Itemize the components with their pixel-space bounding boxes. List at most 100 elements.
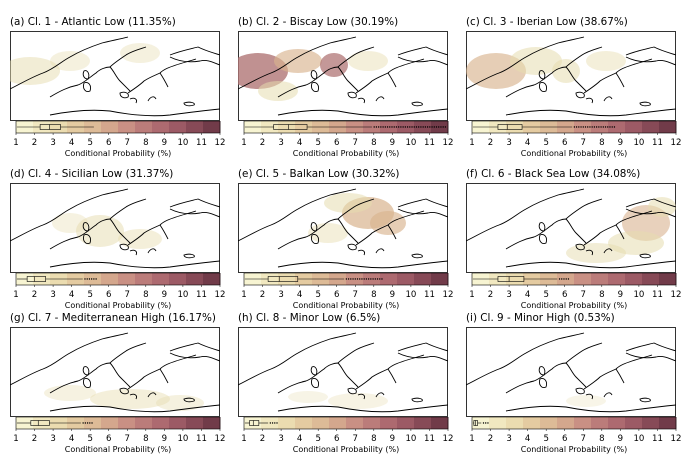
coastline	[397, 56, 448, 66]
island-outline	[539, 234, 547, 244]
colorbar-segment	[380, 121, 398, 133]
island-outline	[538, 222, 546, 232]
coastline	[109, 342, 147, 364]
boxplot-outlier	[386, 126, 389, 128]
colorbar-tick-label: 1	[13, 290, 18, 300]
colorbar-segment	[363, 273, 381, 285]
boxplot-outlier	[435, 126, 438, 128]
boxplot-outlier	[575, 126, 578, 128]
coastline	[277, 362, 359, 394]
coastline	[49, 260, 220, 269]
coastline	[565, 342, 603, 364]
probability-field	[10, 57, 60, 85]
boxplot-outlier	[356, 278, 359, 280]
colorbar-segment	[380, 417, 398, 429]
boxplot-outlier	[591, 126, 593, 128]
colorbar-tick-label: 4	[525, 434, 530, 444]
boxplot-outlier	[598, 126, 600, 128]
boxplot-outlier	[86, 422, 89, 424]
colorbar-segment	[557, 417, 575, 429]
colorbar-tick-label: 9	[618, 434, 623, 444]
boxplot-outlier	[393, 126, 395, 128]
colorbar-tick-label: 6	[106, 290, 111, 300]
colorbar-tick-label: 4	[525, 290, 530, 300]
colorbar-segment	[574, 417, 592, 429]
coastline	[109, 198, 147, 220]
coastline	[397, 352, 448, 362]
colorbar-tick-label: 5	[315, 138, 320, 148]
boxplot-outlier	[82, 422, 84, 424]
boxplot-outlier	[95, 278, 97, 280]
coastline	[277, 66, 359, 98]
boxplot-outlier	[359, 278, 361, 280]
coastline	[49, 66, 131, 98]
colorbar-tick-label: 5	[543, 290, 548, 300]
boxplot-outlier	[424, 126, 427, 128]
colorbar-segment	[414, 273, 432, 285]
boxplot-outlier	[90, 278, 93, 280]
island-outline	[119, 243, 129, 251]
boxplot-outlier	[415, 126, 418, 128]
colorbar-segment	[169, 273, 187, 285]
colorbar-tick-label: 9	[390, 138, 395, 148]
coastline	[277, 108, 448, 117]
coastline	[109, 46, 147, 68]
boxplot-box	[497, 276, 525, 282]
colorbar-segment	[135, 273, 153, 285]
colorbar-segment	[625, 273, 643, 285]
colorbar-tick-label: 2	[260, 434, 265, 444]
coastline	[397, 46, 448, 56]
colorbar-tick-label: 4	[69, 138, 74, 148]
colorbar-tick-label: 5	[87, 138, 92, 148]
boxplot-outlier	[595, 126, 598, 128]
colorbar-black-sea-low: 1 2 3 4 5 6 7 8 9 10 11 12	[469, 273, 681, 300]
island-outline	[82, 70, 90, 80]
coastline	[387, 368, 397, 384]
probability-field	[308, 223, 348, 243]
boxplot-outlier	[433, 126, 435, 128]
coastline	[505, 108, 676, 117]
colorbar-tick-label: 12	[671, 138, 682, 148]
colorbar-frame	[15, 273, 221, 286]
coastline	[625, 352, 676, 362]
colorbar-iberian-low: 1 2 3 4 5 6 7 8 9 10 11 12	[469, 121, 682, 148]
boxplot-outlier	[352, 278, 354, 280]
colorbar-tick-label: 8	[599, 138, 604, 148]
colorbar-frame	[15, 121, 221, 134]
coastline	[147, 96, 157, 102]
colorbar-tick-label: 8	[371, 434, 376, 444]
probability-field	[328, 393, 388, 409]
coastline	[147, 248, 157, 254]
boxplot-outlier	[375, 126, 378, 128]
panel-title: (g) Cl. 7 - Mediterranean High (16.17%)	[10, 312, 216, 324]
colorbar-tick-label: 7	[581, 138, 586, 148]
colorbar-segment	[506, 273, 524, 285]
boxplot-outlier	[350, 278, 352, 280]
colorbar-tick-label: 4	[297, 434, 302, 444]
boxplot-outlier	[88, 278, 91, 280]
colorbar-frame	[243, 121, 449, 134]
probability-field	[348, 51, 388, 71]
colorbar-tick-label: 6	[334, 290, 339, 300]
colorbar-tick-label: 8	[143, 138, 148, 148]
probability-field	[566, 395, 606, 407]
probability-field	[566, 243, 626, 263]
island-outline	[310, 366, 318, 376]
colorbar-tick-label: 2	[488, 138, 493, 148]
probability-field	[288, 391, 328, 403]
island-outline	[639, 101, 651, 107]
coastline	[169, 198, 220, 208]
colorbar-tick-label: 1	[241, 434, 246, 444]
coastline	[397, 198, 448, 208]
boxplot-outlier	[347, 278, 350, 280]
colorbar-tick-label: 11	[196, 290, 207, 300]
coastline	[238, 188, 357, 242]
colorbar-segment	[431, 121, 449, 133]
colorbar-tick-label: 7	[125, 434, 130, 444]
island-outline	[411, 101, 423, 107]
colorbar-tick-label: 9	[162, 290, 167, 300]
island-outline	[575, 243, 585, 251]
